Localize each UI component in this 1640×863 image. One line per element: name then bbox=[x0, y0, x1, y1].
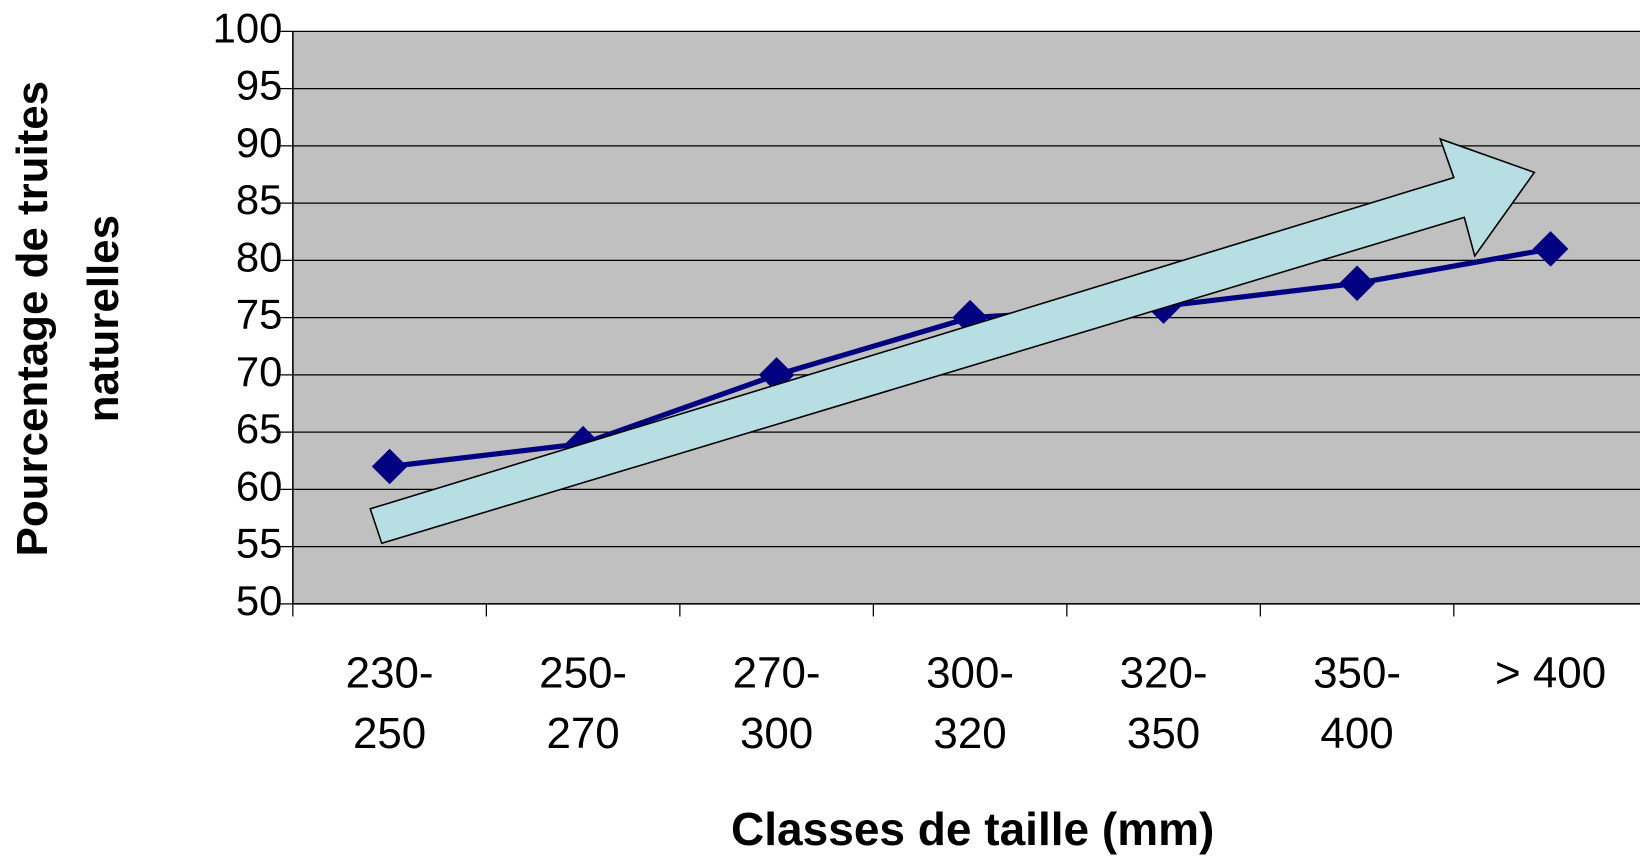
x-tick-label-box: 350- 400 bbox=[1313, 647, 1402, 758]
y-tick-label: 55 bbox=[236, 520, 283, 567]
y-axis-title: Pourcentage de truites naturelles bbox=[7, 80, 128, 557]
y-tick-label: 85 bbox=[236, 176, 283, 223]
x-tick-label: 350- 400 bbox=[1313, 647, 1402, 758]
x-tick-label-box: 230- 250 bbox=[345, 647, 434, 758]
x-tick-label: 250- 270 bbox=[539, 647, 628, 758]
x-tick-label: 230- 250 bbox=[345, 647, 434, 758]
y-tick-label: 65 bbox=[236, 405, 283, 452]
x-tick-label-box: 270- 300 bbox=[732, 647, 821, 758]
x-tick-label-box: > 400 bbox=[1494, 647, 1607, 697]
x-tick-label-box: 320- 350 bbox=[1119, 647, 1208, 758]
y-tick-label: 100 bbox=[213, 4, 283, 51]
x-tick-label-box: 250- 270 bbox=[539, 647, 628, 758]
trend-arrow bbox=[369, 137, 1536, 545]
x-tick-label: 270- 300 bbox=[732, 647, 821, 758]
y-tick-label: 70 bbox=[236, 348, 283, 395]
y-tick-label: 90 bbox=[236, 119, 283, 166]
y-tick-label: 95 bbox=[236, 62, 283, 109]
marker bbox=[371, 448, 408, 485]
y-tick-label: 50 bbox=[236, 577, 283, 624]
x-axis-title: Classes de taille (mm) bbox=[731, 803, 1214, 855]
y-tick-label: 80 bbox=[236, 233, 283, 280]
x-tick-label: 300- 320 bbox=[926, 647, 1015, 758]
x-tick-label: 320- 350 bbox=[1119, 647, 1208, 758]
y-tick-label: 60 bbox=[236, 462, 283, 509]
x-tick-label-box: 300- 320 bbox=[926, 647, 1015, 758]
x-tick-label: > 400 bbox=[1494, 647, 1607, 697]
y-title-box: Pourcentage de truites naturelles bbox=[7, 80, 128, 557]
y-tick-label: 75 bbox=[236, 291, 283, 338]
